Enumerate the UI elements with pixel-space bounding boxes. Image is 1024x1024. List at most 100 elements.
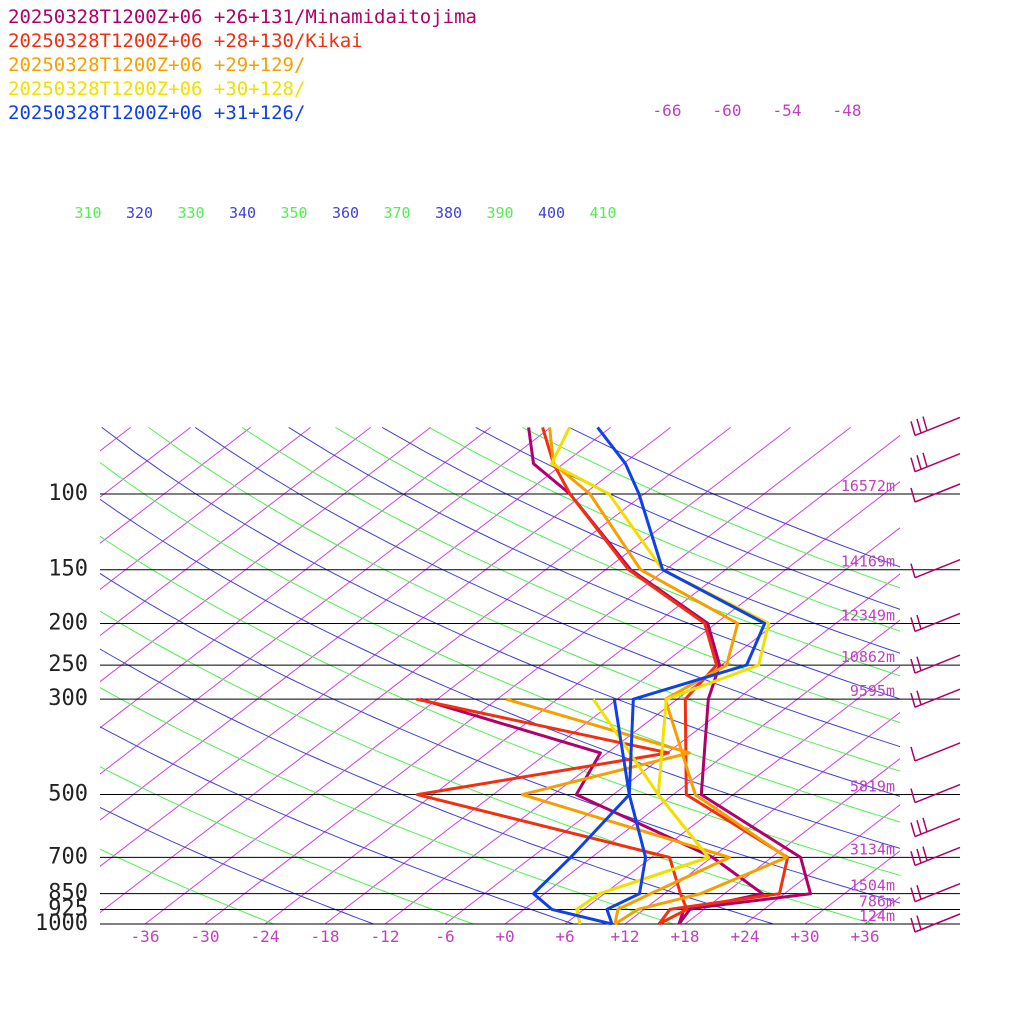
wind-barb-flag xyxy=(910,822,916,837)
wind-barb-staff xyxy=(914,559,961,579)
wind-barb-flag xyxy=(922,846,928,861)
wind-barb-flag xyxy=(910,563,916,578)
x-tick-label: +24 xyxy=(731,927,760,946)
wind-barb xyxy=(910,783,961,804)
wind-barb-staff xyxy=(914,654,961,674)
isotherm-line xyxy=(504,619,900,925)
x-tick-label: -24 xyxy=(251,927,280,946)
theta-e-line xyxy=(101,427,900,797)
wind-barb-flag xyxy=(910,487,916,503)
height-label: 1504m xyxy=(850,877,895,895)
isotherm-line xyxy=(985,427,1024,924)
legend-entry: 20250328T1200Z+06 +28+130/Kikai xyxy=(8,30,363,52)
x-tick-label: -36 xyxy=(131,927,160,946)
height-label: 14169m xyxy=(841,553,895,571)
theta-label: 410 xyxy=(589,204,616,222)
height-label: 786m xyxy=(859,892,895,910)
wind-barb xyxy=(910,882,961,903)
isotherm-label: -54 xyxy=(773,101,802,120)
isotherm-line xyxy=(925,427,1024,924)
theta-e-line xyxy=(194,426,900,748)
isotherm-line xyxy=(204,426,851,925)
x-tick-label: +18 xyxy=(671,927,700,946)
wind-barb-staff xyxy=(914,416,961,437)
theta-line xyxy=(100,766,474,925)
wind-barb-flag xyxy=(922,817,928,833)
dewpoint-profile xyxy=(419,697,764,925)
theta-e-line xyxy=(100,806,374,925)
temperature-profile xyxy=(550,426,771,925)
wind-barb-flag xyxy=(916,656,922,671)
temperature-profile xyxy=(548,427,789,925)
legend-entry: 20250328T1200Z+06 +30+128/ xyxy=(8,78,306,100)
pressure-label: 200 xyxy=(48,610,88,635)
theta-line xyxy=(335,426,900,677)
height-label: 124m xyxy=(859,907,895,925)
wind-barb-staff xyxy=(914,817,961,838)
temperature-profile xyxy=(596,426,767,925)
theta-label: 360 xyxy=(332,204,359,222)
wind-barb xyxy=(910,913,961,933)
pressure-label: 700 xyxy=(48,844,88,869)
isotherm-line xyxy=(324,481,900,925)
isotherm-line xyxy=(100,426,191,498)
isotherm-label: -48 xyxy=(833,101,862,120)
wind-barb xyxy=(910,742,961,762)
isotherm-line xyxy=(264,434,900,925)
isotherm-line xyxy=(744,804,900,925)
wind-barb-flag xyxy=(916,455,922,470)
pressure-label: 150 xyxy=(48,557,88,582)
theta-label: 390 xyxy=(486,204,513,222)
wind-barb-staff xyxy=(914,882,961,903)
wind-barb xyxy=(910,452,961,473)
pressure-label: 300 xyxy=(48,686,88,711)
theta-label: 310 xyxy=(74,204,101,222)
x-tick-label: -12 xyxy=(371,927,400,946)
pressure-label: 100 xyxy=(48,481,88,506)
height-label: 16572m xyxy=(841,477,895,495)
wind-barb xyxy=(910,416,961,437)
axis-labels: 100 16572m 150 14169m 200 12349m 250 10862m 300 9… xyxy=(35,101,895,946)
isotherm-line xyxy=(100,426,491,729)
theta-line xyxy=(241,426,900,724)
wind-barb-flag xyxy=(916,819,922,835)
isotherm-line xyxy=(0,427,11,924)
theta-line xyxy=(100,848,274,925)
wind-barb xyxy=(910,654,961,674)
pressure-label: 500 xyxy=(48,782,88,807)
isotherm-line xyxy=(100,426,551,775)
wind-barb-flag xyxy=(910,457,916,472)
theta-line xyxy=(148,426,900,772)
x-tick-label: -30 xyxy=(191,927,220,946)
x-tick-label: +30 xyxy=(791,927,820,946)
x-tick-label: +6 xyxy=(555,927,574,946)
wind-barb-flag xyxy=(910,421,916,436)
wind-barb-flag xyxy=(916,418,922,434)
pressure-label: 850 xyxy=(48,881,88,906)
wind-barb-staff xyxy=(914,612,961,633)
isotherm-line xyxy=(100,426,431,683)
theta-label: 380 xyxy=(435,204,462,222)
theta-label: 400 xyxy=(538,204,565,222)
wind-barb xyxy=(910,817,961,838)
x-tick-label: +0 xyxy=(495,927,514,946)
dewpoint-profile xyxy=(415,697,689,925)
theta-e-line xyxy=(100,648,774,925)
pressure-label: 1000 xyxy=(35,911,88,936)
wind-barb-flag xyxy=(916,690,922,705)
height-label: 3134m xyxy=(850,840,895,858)
theta-label: 320 xyxy=(126,204,153,222)
sounding-profiles xyxy=(415,426,812,925)
wind-barb-staff xyxy=(914,913,961,933)
wind-barb-flag xyxy=(916,915,922,930)
wind-barb-flag xyxy=(910,658,916,674)
wind-barb xyxy=(910,612,961,633)
wind-barb-flag xyxy=(922,416,928,431)
dewpoint-profile xyxy=(505,697,732,925)
theta-line xyxy=(100,535,900,876)
isotherm-line xyxy=(100,426,611,821)
theta-e-line xyxy=(100,498,900,849)
wind-barb-flag xyxy=(910,746,916,762)
isotherm-line xyxy=(684,757,900,925)
height-label: 10862m xyxy=(841,648,895,666)
